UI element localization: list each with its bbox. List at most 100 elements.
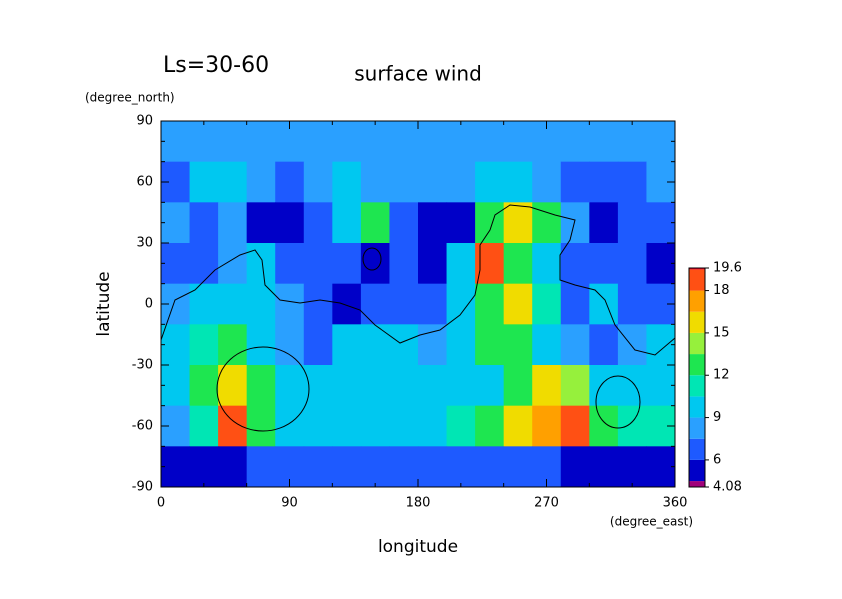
field-cell [389, 202, 419, 244]
field-cell [360, 283, 390, 325]
field-cell [189, 121, 219, 163]
field-cell [617, 365, 647, 407]
field-cell [389, 365, 419, 407]
y-tick-label: 60 [136, 175, 153, 190]
field-cell [560, 365, 590, 407]
field-cell [617, 324, 647, 366]
field-cell [161, 202, 191, 244]
subtitle: Ls=30-60 [163, 53, 269, 78]
field-cell [503, 324, 533, 366]
field-cell [446, 365, 476, 407]
field-cell [475, 283, 505, 325]
field-cell [218, 121, 248, 163]
field-cell [218, 446, 248, 487]
colorbar-tick-label: 6 [713, 452, 721, 467]
field-cell [475, 243, 505, 285]
field-cell [218, 202, 248, 244]
chart-title: surface wind [354, 62, 482, 86]
x-tick-label: 270 [534, 496, 559, 511]
contour-line [161, 204, 675, 356]
field-cell [389, 405, 419, 447]
field-cell [303, 161, 333, 203]
field-cell [246, 283, 276, 325]
y-tick-label: 0 [145, 297, 153, 312]
field-cell [475, 324, 505, 366]
field-cell [475, 161, 505, 203]
field-cell [246, 324, 276, 366]
field-cell [589, 283, 619, 325]
field-cell [532, 202, 562, 244]
field-cell [560, 202, 590, 244]
field-cell [275, 283, 305, 325]
field-cell [303, 202, 333, 244]
colorbar: 4.08 6 9 12 15 18 19.6 [688, 261, 742, 495]
x-tick-label: 0 [157, 496, 165, 511]
field-cell [360, 202, 390, 244]
field-cell [360, 405, 390, 447]
colorbar-frame [688, 267, 706, 488]
field-cell [189, 446, 219, 487]
field-cell [360, 243, 390, 285]
y-axis-label: latitude [94, 271, 114, 336]
field-cell [275, 161, 305, 203]
field-cell [617, 243, 647, 285]
colorbar-tick-label: 19.6 [713, 261, 742, 276]
field-cell [161, 243, 191, 285]
field-cell [303, 243, 333, 285]
field-cell [189, 243, 219, 285]
field-cell [475, 405, 505, 447]
field-cell [646, 446, 675, 487]
field-cell [360, 365, 390, 407]
colorbar-segment [689, 332, 705, 355]
field [161, 121, 675, 487]
field-cell [503, 121, 533, 163]
field-cell [589, 161, 619, 203]
y-tick-label: -90 [132, 480, 153, 495]
field-cell [446, 202, 476, 244]
field-cell [389, 283, 419, 325]
field-cell [503, 446, 533, 487]
field-cell [617, 121, 647, 163]
field-cell [275, 243, 305, 285]
field-cell [646, 365, 675, 407]
field-cell [360, 161, 390, 203]
colorbar-segment [689, 311, 705, 333]
field-cell [332, 283, 362, 325]
field-cell [218, 161, 248, 203]
field-cell [532, 161, 562, 203]
y-tick-label: 30 [136, 236, 153, 251]
field-cell [275, 324, 305, 366]
field-cell [532, 405, 562, 447]
x-unit: (degree_east) [610, 515, 693, 529]
field-cell [475, 446, 505, 487]
field-cell [161, 324, 191, 366]
field-cell [503, 243, 533, 285]
colorbar-segment [689, 290, 705, 312]
field-cell [560, 405, 590, 447]
field-cell [189, 405, 219, 447]
field-cell [646, 324, 675, 366]
field-cell [246, 365, 276, 407]
field-cell [303, 365, 333, 407]
field-cell [246, 243, 276, 285]
field-cell [560, 161, 590, 203]
field-cell [446, 161, 476, 203]
field-cell [332, 405, 362, 447]
field-cell [246, 121, 276, 163]
field-cell [189, 161, 219, 203]
field-cell [218, 365, 248, 407]
field-cell [189, 283, 219, 325]
x-tick-label: 360 [663, 496, 688, 511]
field-cell [446, 446, 476, 487]
field-cell [418, 121, 448, 163]
colorbar-segment [689, 396, 705, 418]
x-tick-label: 90 [281, 496, 298, 511]
colorbar-segment [689, 481, 705, 487]
field-cell [446, 324, 476, 366]
field-cell [589, 121, 619, 163]
field-cell [560, 243, 590, 285]
field-cell [475, 121, 505, 163]
colorbar-tick-label: 15 [713, 325, 730, 340]
y-tick-label: 90 [136, 114, 153, 129]
field-cell [275, 202, 305, 244]
